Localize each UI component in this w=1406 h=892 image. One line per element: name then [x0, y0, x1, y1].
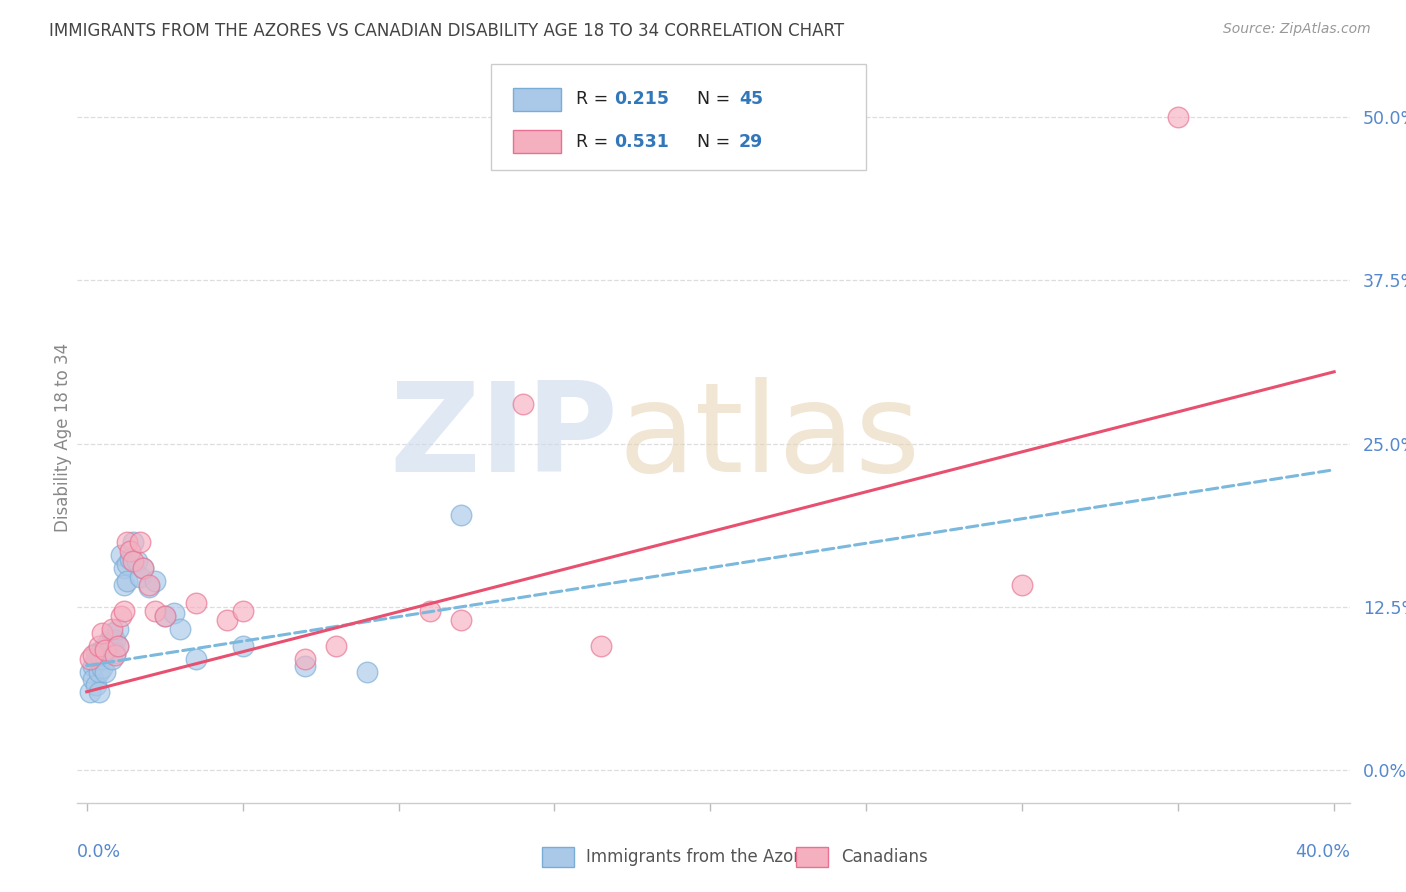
Point	[110, 548, 132, 562]
Point	[84, 678, 107, 692]
Point	[325, 639, 347, 653]
Point	[84, 652, 107, 666]
Point	[120, 543, 142, 558]
Point	[122, 534, 145, 549]
Point	[82, 658, 104, 673]
Point	[294, 652, 316, 666]
Point	[115, 557, 138, 571]
Point	[82, 672, 104, 686]
FancyBboxPatch shape	[541, 847, 574, 867]
Point	[591, 639, 613, 653]
Point	[450, 508, 472, 523]
Text: 40.0%: 40.0%	[1295, 843, 1350, 861]
Point	[84, 646, 107, 660]
Point	[94, 639, 117, 653]
Point	[215, 613, 238, 627]
FancyBboxPatch shape	[513, 130, 561, 153]
Point	[100, 626, 122, 640]
Point	[100, 635, 122, 649]
Text: Immigrants from the Azores: Immigrants from the Azores	[586, 848, 820, 866]
Text: atlas: atlas	[619, 376, 921, 498]
Text: Canadians: Canadians	[841, 848, 928, 866]
Point	[82, 648, 104, 663]
Point	[107, 639, 129, 653]
Point	[91, 643, 114, 657]
Point	[79, 685, 101, 699]
Point	[125, 554, 148, 568]
Text: N =: N =	[697, 90, 735, 108]
Y-axis label: Disability Age 18 to 34: Disability Age 18 to 34	[55, 343, 73, 532]
Point	[184, 596, 207, 610]
Text: R =: R =	[576, 133, 614, 151]
Point	[512, 397, 534, 411]
Text: 0.0%: 0.0%	[77, 843, 121, 861]
Point	[104, 632, 127, 647]
Point	[122, 554, 145, 568]
Point	[163, 607, 186, 621]
Point	[107, 622, 129, 636]
Point	[89, 648, 111, 663]
Point	[104, 646, 127, 660]
FancyBboxPatch shape	[491, 64, 866, 170]
Point	[115, 534, 138, 549]
Point	[232, 639, 254, 653]
Point	[143, 604, 166, 618]
Point	[153, 609, 176, 624]
Text: Source: ZipAtlas.com: Source: ZipAtlas.com	[1223, 22, 1371, 37]
FancyBboxPatch shape	[513, 87, 561, 111]
Point	[128, 534, 150, 549]
Point	[94, 643, 117, 657]
Point	[91, 661, 114, 675]
Point	[112, 577, 135, 591]
FancyBboxPatch shape	[796, 847, 828, 867]
Point	[100, 622, 122, 636]
Point	[97, 643, 120, 657]
Point	[89, 665, 111, 680]
Point	[356, 665, 378, 680]
Point	[110, 609, 132, 624]
Text: ZIP: ZIP	[389, 376, 619, 498]
Point	[450, 613, 472, 627]
Point	[153, 609, 176, 624]
Point	[1167, 110, 1189, 124]
Point	[97, 632, 120, 647]
Point	[107, 639, 129, 653]
Point	[232, 604, 254, 618]
Point	[419, 604, 441, 618]
Text: N =: N =	[697, 133, 735, 151]
Point	[112, 560, 135, 574]
Point	[184, 652, 207, 666]
Point	[112, 604, 135, 618]
Point	[132, 560, 155, 574]
Text: IMMIGRANTS FROM THE AZORES VS CANADIAN DISABILITY AGE 18 TO 34 CORRELATION CHART: IMMIGRANTS FROM THE AZORES VS CANADIAN D…	[49, 22, 845, 40]
Point	[89, 639, 111, 653]
Point	[94, 648, 117, 663]
Point	[91, 626, 114, 640]
Point	[104, 648, 127, 663]
Text: 0.215: 0.215	[614, 90, 669, 108]
Point	[169, 622, 191, 636]
Text: 0.531: 0.531	[614, 133, 669, 151]
Point	[89, 685, 111, 699]
Point	[1011, 577, 1033, 591]
Text: R =: R =	[576, 90, 614, 108]
Text: 29: 29	[740, 133, 763, 151]
Point	[115, 574, 138, 588]
Point	[128, 570, 150, 584]
Point	[138, 580, 160, 594]
Point	[120, 551, 142, 566]
Point	[100, 652, 122, 666]
Point	[143, 574, 166, 588]
Point	[79, 665, 101, 680]
Point	[94, 665, 117, 680]
Text: 45: 45	[740, 90, 763, 108]
Point	[91, 652, 114, 666]
Point	[79, 652, 101, 666]
Point	[294, 658, 316, 673]
Point	[138, 577, 160, 591]
Point	[132, 560, 155, 574]
